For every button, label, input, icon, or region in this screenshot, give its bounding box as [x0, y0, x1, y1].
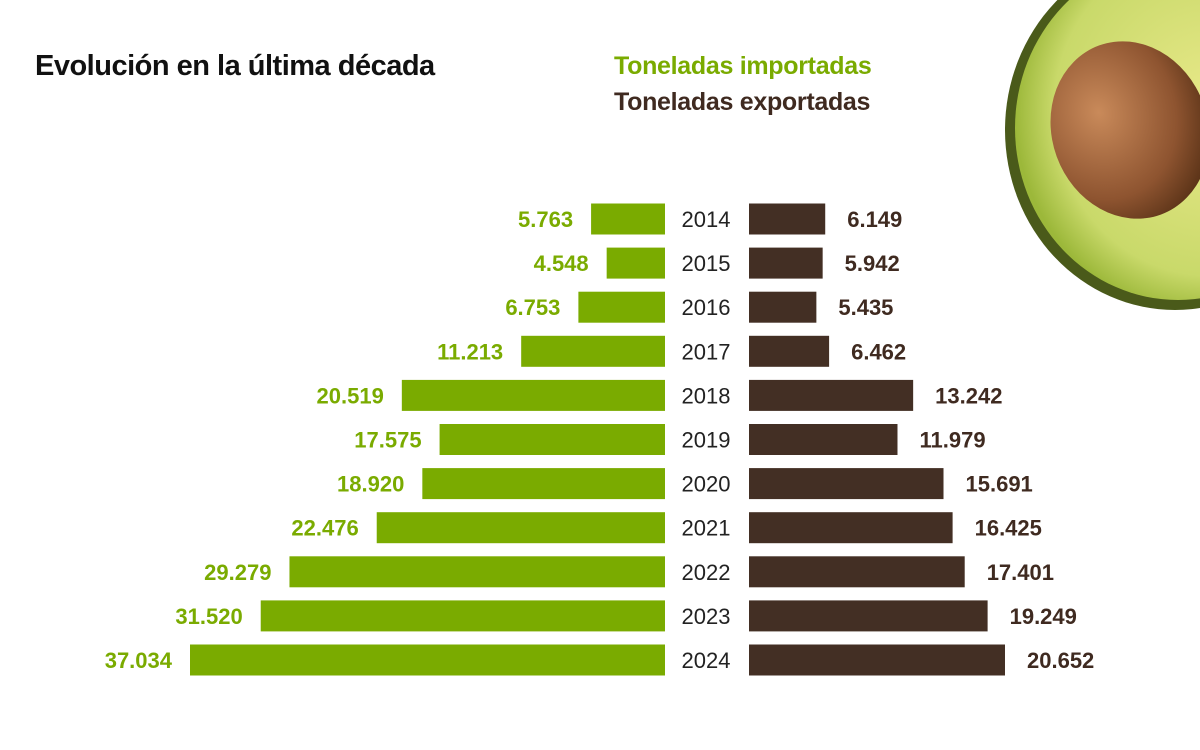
import-value-label: 6.753: [505, 295, 560, 320]
export-value-label: 16.425: [975, 516, 1042, 541]
import-bar-2014: [591, 203, 665, 235]
export-bar-2017: [749, 335, 830, 367]
import-bar-2019: [439, 424, 665, 455]
import-value-label: 29.279: [204, 560, 271, 585]
year-label: 2022: [682, 560, 731, 585]
year-label: 2021: [682, 516, 731, 541]
chart-title: Evolución en la última década: [35, 50, 435, 82]
legend-imports: Toneladas importadas: [614, 52, 872, 80]
import-bar-2023: [260, 600, 665, 632]
import-value-label: 18.920: [337, 472, 404, 497]
import-bar-2020: [422, 468, 665, 500]
export-bar-2022: [749, 556, 965, 588]
export-value-label: 11.979: [919, 428, 985, 453]
year-label: 2016: [682, 295, 731, 320]
export-bar-2015: [749, 247, 823, 279]
import-bar-2015: [606, 247, 665, 279]
import-bar-2018: [401, 379, 665, 411]
export-bar-2024: [749, 644, 1005, 676]
import-value-label: 4.548: [534, 251, 589, 276]
year-label: 2024: [682, 648, 731, 673]
import-value-label: 5.763: [518, 207, 573, 232]
import-value-label: 17.575: [354, 428, 421, 453]
import-value-label: 22.476: [291, 516, 358, 541]
export-value-label: 6.149: [847, 207, 902, 232]
import-bar-2016: [578, 291, 665, 323]
legend-exports: Toneladas exportadas: [614, 88, 871, 116]
export-value-label: 20.652: [1027, 648, 1094, 673]
export-bar-2014: [749, 203, 826, 235]
export-value-label: 5.942: [845, 251, 900, 276]
export-bar-2018: [749, 379, 914, 411]
import-value-label: 31.520: [175, 604, 242, 629]
year-label: 2014: [682, 207, 731, 232]
import-value-label: 11.213: [437, 339, 503, 364]
avocado-image: [1005, 0, 1200, 310]
export-value-label: 15.691: [966, 472, 1033, 497]
export-value-label: 13.242: [935, 383, 1002, 408]
import-bar-2017: [521, 335, 665, 367]
export-bar-2020: [749, 468, 944, 500]
export-value-label: 6.462: [851, 339, 906, 364]
year-label: 2019: [682, 428, 731, 453]
export-bar-2023: [749, 600, 988, 632]
import-value-label: 20.519: [317, 383, 384, 408]
export-value-label: 17.401: [987, 560, 1054, 585]
export-value-label: 19.249: [1010, 604, 1077, 629]
year-label: 2020: [682, 472, 731, 497]
year-label: 2018: [682, 383, 731, 408]
export-bar-2019: [749, 424, 898, 455]
export-bar-2016: [749, 291, 817, 323]
year-label: 2015: [682, 251, 731, 276]
import-bar-2021: [376, 512, 665, 544]
import-bar-2022: [289, 556, 665, 588]
export-value-label: 5.435: [838, 295, 893, 320]
export-bar-2021: [749, 512, 953, 544]
import-bar-2024: [190, 644, 665, 676]
year-label: 2017: [682, 339, 731, 364]
year-label: 2023: [682, 604, 731, 629]
import-value-label: 37.034: [105, 648, 173, 673]
